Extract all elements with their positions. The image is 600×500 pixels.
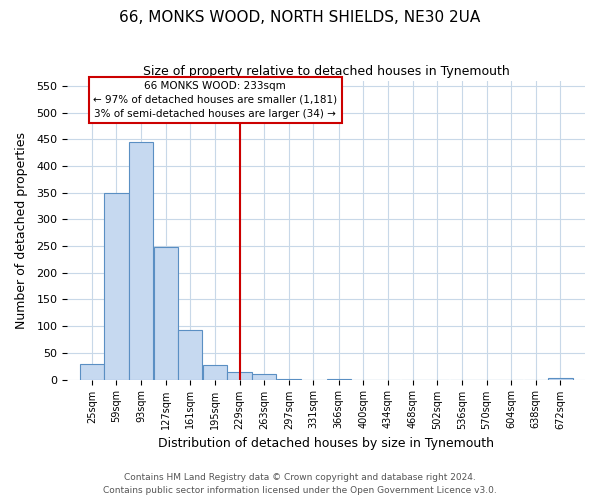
Bar bbox=[252, 374, 276, 380]
Text: 66 MONKS WOOD: 233sqm
← 97% of detached houses are smaller (1,181)
3% of semi-de: 66 MONKS WOOD: 233sqm ← 97% of detached … bbox=[93, 81, 337, 119]
Bar bbox=[203, 365, 227, 380]
Bar bbox=[277, 378, 301, 380]
Text: Contains HM Land Registry data © Crown copyright and database right 2024.
Contai: Contains HM Land Registry data © Crown c… bbox=[103, 474, 497, 495]
Bar bbox=[227, 372, 251, 380]
Title: Size of property relative to detached houses in Tynemouth: Size of property relative to detached ho… bbox=[143, 65, 509, 78]
Y-axis label: Number of detached properties: Number of detached properties bbox=[15, 132, 28, 328]
Bar bbox=[178, 330, 202, 380]
Bar bbox=[104, 192, 128, 380]
Bar bbox=[154, 247, 178, 380]
Bar bbox=[548, 378, 572, 380]
Text: 66, MONKS WOOD, NORTH SHIELDS, NE30 2UA: 66, MONKS WOOD, NORTH SHIELDS, NE30 2UA bbox=[119, 10, 481, 25]
Bar bbox=[326, 378, 351, 380]
X-axis label: Distribution of detached houses by size in Tynemouth: Distribution of detached houses by size … bbox=[158, 437, 494, 450]
Bar bbox=[129, 142, 153, 380]
Bar bbox=[80, 364, 104, 380]
